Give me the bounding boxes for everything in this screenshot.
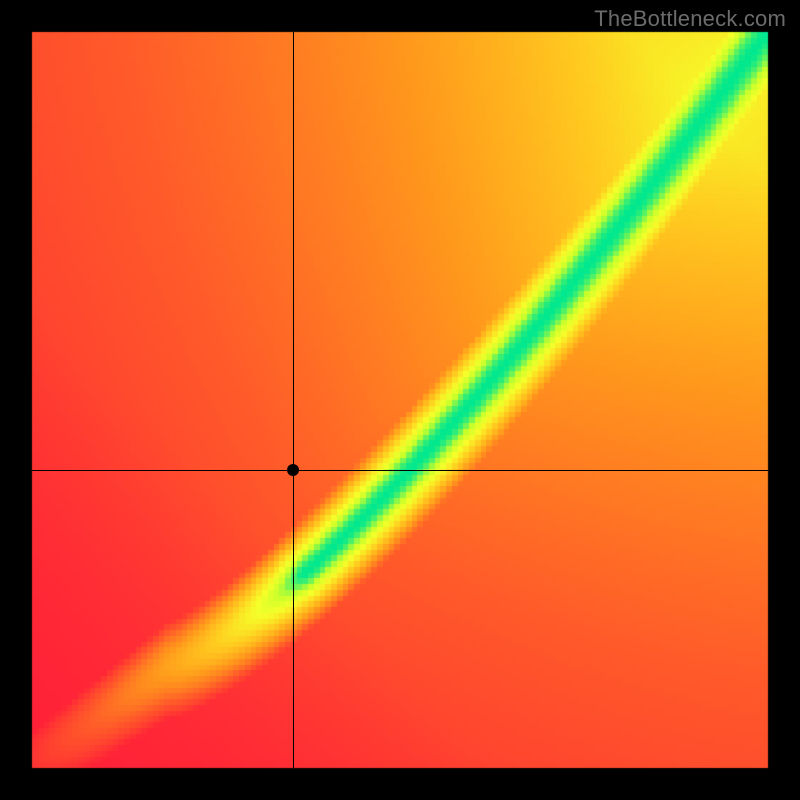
crosshair-horizontal: [32, 470, 768, 471]
crosshair-vertical: [293, 32, 294, 768]
heatmap-canvas: [0, 0, 800, 800]
chart-container: TheBottleneck.com: [0, 0, 800, 800]
watermark-label: TheBottleneck.com: [594, 6, 786, 32]
crosshair-dot: [287, 464, 299, 476]
